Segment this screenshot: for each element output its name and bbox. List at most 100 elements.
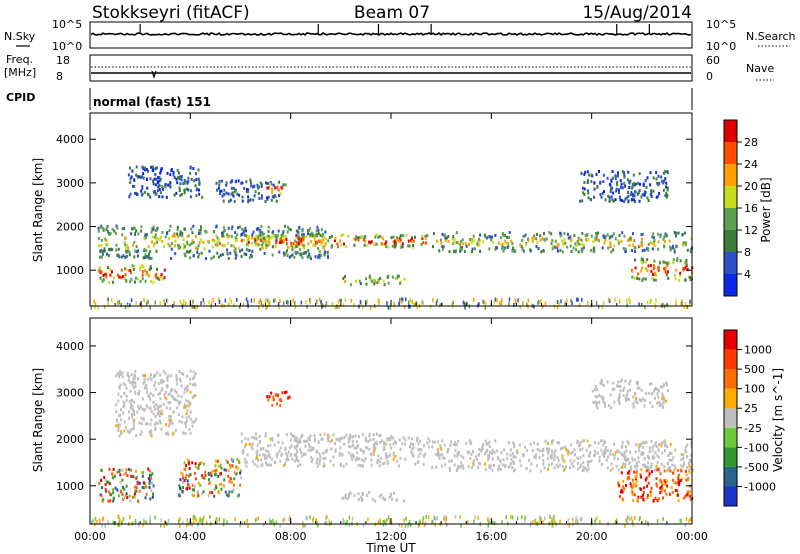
range-gate-cell [452,240,455,244]
range-gate-cell [98,266,101,270]
range-gate-cell [574,453,576,457]
range-gate-cell [251,447,254,451]
range-gate-cell [669,442,672,446]
range-gate-cell [183,402,186,406]
range-gate-cell [254,190,257,194]
range-gate-cell [621,199,623,202]
range-gate-cell [670,485,673,489]
range-gate-cell [194,372,197,376]
range-gate-cell [469,457,472,461]
range-gate-cell [197,466,200,470]
range-gate-cell [536,240,539,244]
range-gate-cell [274,461,277,465]
range-gate-cell [603,241,606,245]
range-gate-cell [152,412,155,416]
range-gate-cell [129,166,132,170]
range-gate-cell [305,235,308,239]
range-gate-cell [228,490,231,494]
range-gate-cell [224,298,227,303]
time-xlabel: Time UT [365,541,416,554]
range-gate-cell [257,243,260,247]
range-gate-cell [272,395,275,399]
range-gate-cell [134,381,137,385]
range-gate-cell [271,457,274,461]
range-gate-cell [133,495,136,499]
range-gate-cell [581,439,584,443]
range-gate-cell [322,238,325,242]
range-gate-cell [550,232,553,236]
range-gate-cell [259,247,262,251]
range-gate-cell [536,448,539,451]
range-gate-cell [118,423,121,427]
range-gate-cell [627,194,630,198]
range-gate-cell [122,400,125,404]
range-gate-cell [280,185,283,189]
range-gate-cell [401,300,403,305]
range-gate-cell [270,391,273,395]
range-gate-cell [302,452,305,456]
range-gate-cell [493,464,495,467]
range-gate-cell [131,495,134,499]
range-gate-cell [251,442,254,446]
range-gate-cell [539,234,542,238]
range-gate-cell [539,238,542,242]
range-gate-cell [169,224,172,228]
range-gate-cell [663,479,666,483]
range-gate-cell [564,302,567,307]
range-gate-cell [553,245,556,249]
range-gate-cell [602,400,605,404]
range-gate-cell [642,184,645,187]
range-gate-cell [661,392,664,396]
range-gate-cell [159,392,162,395]
range-gate-cell [337,245,340,249]
range-gate-cell [605,458,608,462]
range-gate-cell [558,301,560,306]
range-gate-cell [316,225,319,229]
range-gate-cell [661,397,664,401]
range-gate-cell [680,469,683,473]
range-gate-cell [330,521,332,525]
range-gate-cell [623,171,625,175]
range-gate-cell [198,241,201,245]
range-gate-cell [134,521,137,526]
range-gate-cell [193,420,196,424]
range-gate-cell [163,523,165,528]
range-gate-cell [101,486,104,490]
range-gate-cell [246,453,249,457]
range-gate-cell [106,480,109,484]
range-gate-cell [610,462,613,466]
range-gate-cell [189,473,192,477]
range-gate-cell [345,245,348,249]
range-gate-cell [236,192,239,196]
range-gate-cell [161,231,164,234]
range-gate-cell [612,381,615,385]
range-gate-cell [666,270,669,274]
range-gate-cell [393,491,395,495]
range-gate-cell [291,248,294,252]
range-gate-cell [177,176,179,180]
range-gate-cell [246,518,248,523]
range-gate-cell [531,236,534,240]
range-gate-cell [524,233,527,237]
range-gate-cell [284,447,287,451]
range-gate-cell [668,469,671,473]
range-gate-cell [659,486,662,490]
range-gate-cell [353,237,356,241]
range-gate-cell [167,424,170,428]
range-gate-cell [376,461,379,465]
y-tick-label: 3000 [56,387,84,400]
range-gate-cell [156,240,159,244]
range-gate-cell [293,453,296,457]
range-gate-cell [465,441,468,445]
range-gate-cell [314,238,316,242]
range-gate-cell [356,451,359,455]
range-gate-cell [521,454,524,458]
range-gate-cell [357,492,360,496]
range-gate-cell [631,478,634,482]
range-gate-cell [235,253,238,257]
range-gate-cell [492,520,494,525]
range-gate-cell [153,374,156,377]
range-gate-cell [457,439,460,443]
range-gate-cell [160,378,163,382]
colorbar-segment [724,427,737,448]
